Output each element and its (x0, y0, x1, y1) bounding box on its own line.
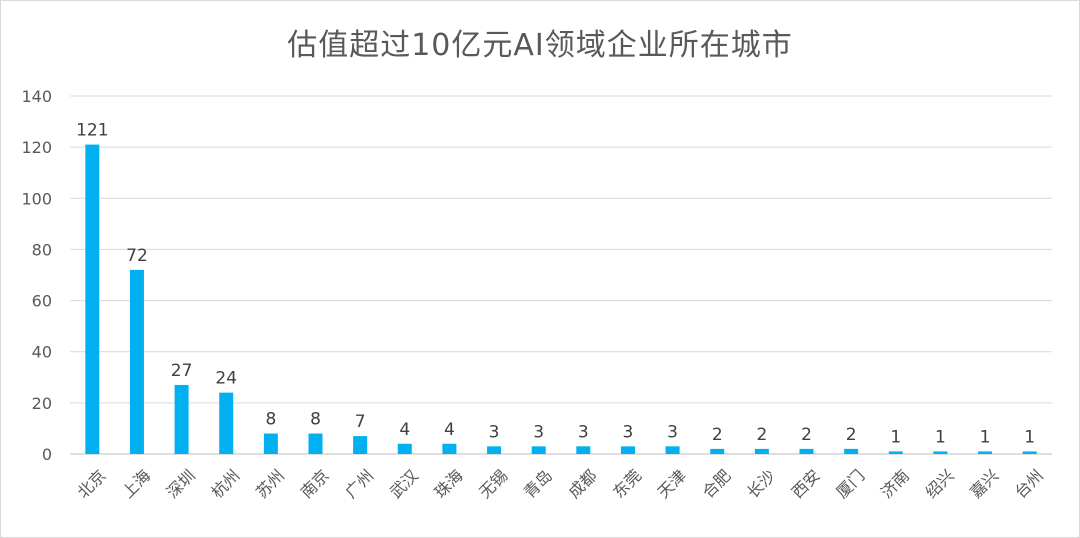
x-tick-label: 嘉兴 (966, 466, 1002, 502)
y-tick-label: 40 (32, 343, 52, 362)
y-tick-label: 140 (21, 87, 52, 106)
x-tick-label: 台州 (1011, 466, 1047, 502)
data-label: 1 (1024, 427, 1035, 447)
x-tick-label: 深圳 (163, 466, 199, 502)
data-label: 2 (756, 425, 767, 445)
bar (978, 451, 993, 454)
data-label: 2 (801, 425, 812, 445)
data-label: 3 (623, 422, 634, 442)
bar (353, 436, 368, 454)
x-axis-ticks: 北京 上海 深圳 杭州 苏州 南京 广州 武汉 珠海 无锡 青岛 成都 东莞 天津 合肥 长沙 西安 厦门 济南 绍兴… (74, 466, 1047, 502)
data-label: 121 (76, 121, 108, 141)
bar (531, 446, 546, 454)
data-label: 7 (355, 412, 366, 432)
data-label: 24 (215, 369, 237, 389)
x-tick-label: 无锡 (475, 466, 511, 502)
x-tick-label: 合肥 (698, 466, 734, 502)
bars (85, 144, 1037, 455)
bar (442, 443, 457, 454)
data-label: 3 (667, 422, 678, 442)
chart-title: 估值超过10亿元AI领域企业所在城市 (287, 28, 793, 63)
x-tick-label: 厦门 (832, 466, 868, 502)
x-tick-label: 绍兴 (922, 466, 958, 502)
data-label: 1 (890, 427, 901, 447)
x-tick-label: 长沙 (743, 466, 779, 502)
x-tick-label: 南京 (297, 466, 333, 502)
bar (799, 448, 814, 454)
x-tick-label: 成都 (565, 466, 601, 502)
data-label: 4 (399, 420, 410, 440)
data-label: 8 (265, 410, 276, 430)
data-labels: 121 72 27 24 8 8 7 4 4 3 3 3 3 3 2 2 2 2 1 1 1 1 (76, 121, 1035, 448)
data-label: 3 (533, 422, 544, 442)
y-axis-ticks: 0 20 40 60 80 100 120 140 (21, 87, 52, 464)
bar (174, 384, 189, 454)
x-tick-label: 上海 (118, 466, 154, 502)
data-label: 2 (846, 425, 857, 445)
x-tick-label: 东莞 (609, 466, 645, 502)
x-tick-label: 广州 (341, 466, 377, 502)
bar (308, 433, 323, 454)
bar (85, 144, 100, 455)
data-label: 3 (489, 422, 500, 442)
bar (665, 446, 680, 454)
bar (219, 392, 234, 454)
x-tick-label: 杭州 (207, 466, 243, 502)
y-tick-label: 80 (32, 240, 52, 259)
x-tick-label: 武汉 (386, 466, 422, 502)
data-label: 1 (980, 427, 991, 447)
x-tick-label: 苏州 (252, 466, 288, 502)
data-label: 2 (712, 425, 723, 445)
data-label: 27 (171, 361, 193, 381)
data-label: 8 (310, 410, 321, 430)
y-tick-label: 0 (42, 445, 52, 464)
x-tick-label: 珠海 (431, 466, 467, 502)
bar (754, 448, 769, 454)
bar (710, 448, 725, 454)
x-tick-label: 天津 (654, 466, 690, 502)
bar (1022, 451, 1037, 454)
data-label: 4 (444, 420, 455, 440)
x-tick-label: 西安 (788, 466, 824, 502)
bar (576, 446, 591, 454)
bar (487, 446, 502, 454)
bar (620, 446, 635, 454)
y-tick-label: 60 (32, 292, 52, 311)
bar (933, 451, 948, 454)
gridlines (70, 95, 1052, 455)
x-tick-label: 济南 (877, 466, 913, 502)
y-tick-label: 20 (32, 394, 52, 413)
bar (263, 433, 278, 454)
bar (397, 443, 412, 454)
bar (844, 448, 859, 454)
data-label: 1 (935, 427, 946, 447)
bar (888, 451, 903, 454)
x-tick-label: 青岛 (520, 466, 556, 502)
y-tick-label: 120 (21, 138, 52, 157)
data-label: 3 (578, 422, 589, 442)
bar (129, 269, 144, 454)
y-tick-label: 100 (21, 189, 52, 208)
x-tick-label: 北京 (74, 466, 110, 502)
data-label: 72 (126, 246, 148, 266)
